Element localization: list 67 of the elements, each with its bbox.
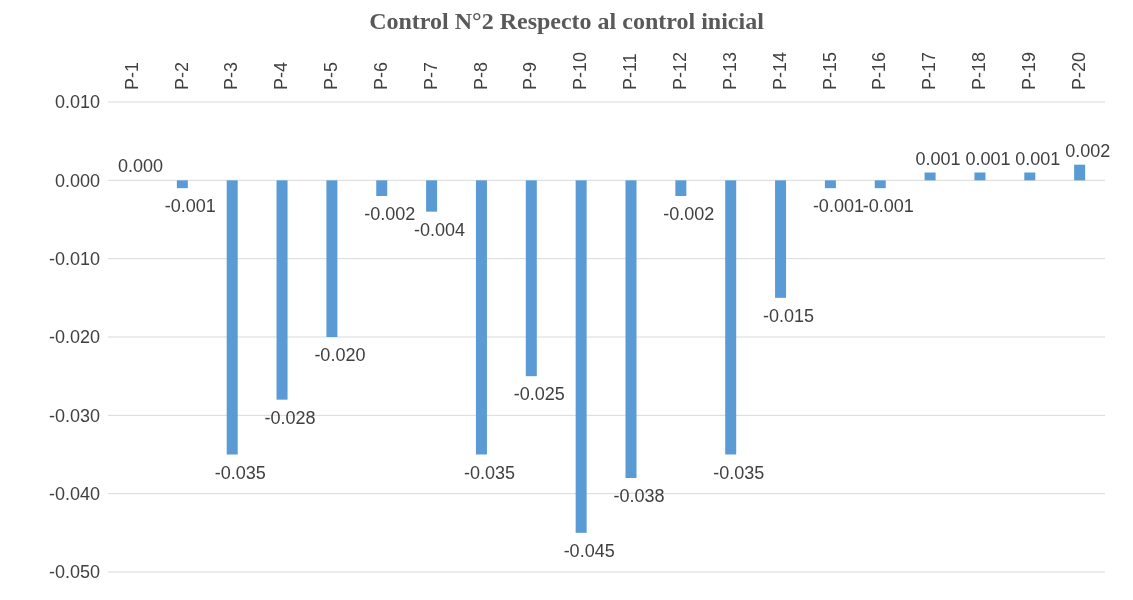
x-tick-label: P-20 xyxy=(1068,51,1089,90)
bar xyxy=(475,180,487,455)
data-label: -0.004 xyxy=(414,219,466,240)
bar xyxy=(575,180,587,533)
data-label: -0.028 xyxy=(264,407,316,428)
x-tick-label: P-13 xyxy=(719,51,740,90)
x-tick-label: P-8 xyxy=(470,61,491,90)
x-tick-label: P-14 xyxy=(769,51,790,90)
y-tick-label: -0.050 xyxy=(48,562,100,583)
bar xyxy=(824,180,836,189)
y-tick-label: 0.010 xyxy=(54,92,100,113)
bar xyxy=(1074,164,1086,181)
bar xyxy=(675,180,687,196)
bar xyxy=(625,180,637,478)
data-label: -0.001 xyxy=(862,196,914,217)
bar xyxy=(924,172,936,181)
bar xyxy=(376,180,388,196)
bar xyxy=(974,172,986,181)
data-label: 0.001 xyxy=(1015,148,1061,169)
data-label: -0.045 xyxy=(563,540,615,561)
data-label: -0.038 xyxy=(613,486,665,506)
bar xyxy=(874,180,886,189)
bar xyxy=(176,180,188,189)
x-tick-label: P-11 xyxy=(620,53,641,90)
bar xyxy=(1024,172,1036,181)
data-label: -0.001 xyxy=(164,196,216,217)
data-label: -0.035 xyxy=(214,462,266,483)
x-tick-label: P-18 xyxy=(969,51,990,90)
x-tick-label: P-17 xyxy=(919,51,940,90)
y-tick-label: -0.020 xyxy=(48,327,100,348)
data-label: 0.001 xyxy=(965,148,1011,169)
bar xyxy=(226,180,238,455)
bar xyxy=(276,180,288,400)
x-tick-label: P-7 xyxy=(420,61,441,90)
data-label: 0.002 xyxy=(1065,140,1111,161)
bar xyxy=(525,180,537,377)
x-tick-label: P-4 xyxy=(271,61,292,90)
x-tick-label: P-2 xyxy=(171,61,192,90)
data-label: -0.035 xyxy=(463,462,515,483)
x-tick-label: P-15 xyxy=(819,51,840,90)
x-tick-label: P-1 xyxy=(121,61,142,90)
bar xyxy=(426,180,438,212)
data-label: 0.001 xyxy=(915,148,961,169)
chart-title: Control N°2 Respecto al control inicial xyxy=(368,8,765,36)
data-label: -0.002 xyxy=(364,204,416,224)
x-tick-label: P-5 xyxy=(321,61,342,90)
data-label: -0.035 xyxy=(713,462,765,483)
data-label: 0.000 xyxy=(117,156,164,177)
x-tick-label: P-10 xyxy=(570,51,591,90)
x-tick-label: P-9 xyxy=(520,61,541,90)
x-tick-label: P-19 xyxy=(1018,51,1039,90)
y-tick-label: -0.030 xyxy=(48,405,100,426)
y-tick-label: 0.000 xyxy=(54,170,100,191)
bar xyxy=(725,180,737,455)
data-label: -0.020 xyxy=(314,345,366,365)
bar xyxy=(326,180,338,337)
data-label: -0.025 xyxy=(513,384,565,405)
data-label: -0.015 xyxy=(763,305,815,326)
data-label: -0.001 xyxy=(812,196,864,217)
x-tick-label: P-6 xyxy=(370,61,391,90)
data-label: -0.002 xyxy=(663,204,715,224)
x-tick-label: P-16 xyxy=(869,51,890,90)
x-tick-label: P-12 xyxy=(670,51,691,90)
bar xyxy=(775,180,787,298)
y-tick-label: -0.040 xyxy=(48,484,100,505)
y-tick-label: -0.010 xyxy=(48,249,100,270)
x-tick-label: P-3 xyxy=(221,61,242,90)
